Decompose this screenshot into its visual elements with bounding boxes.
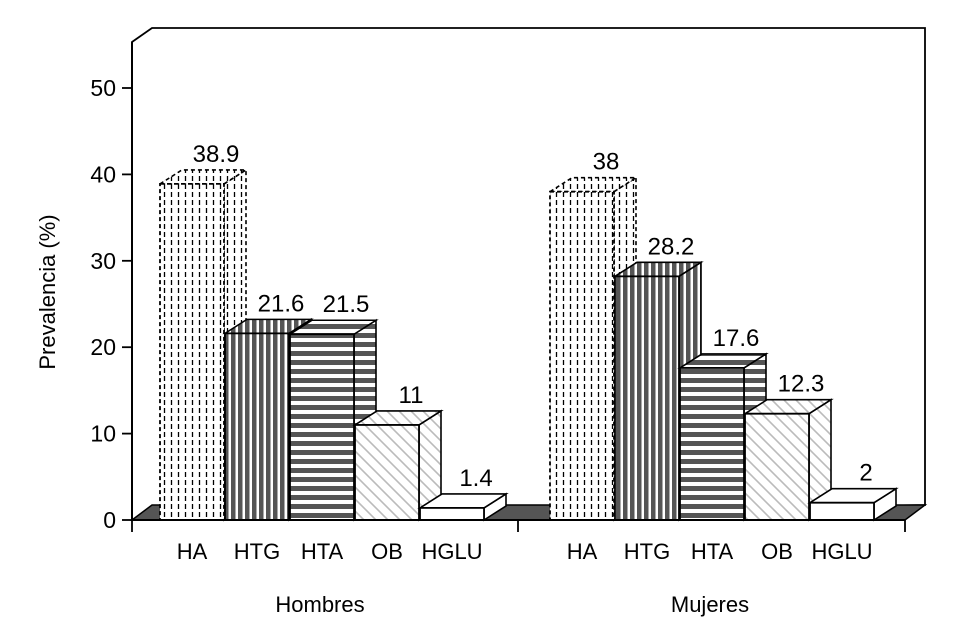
bar-front-face <box>744 412 810 521</box>
group-label: Hombres <box>275 592 364 617</box>
x-axis: HA HTG HTA OB HGLU Hombres HA HTG HTA OB HGLU Mujer… <box>131 519 906 617</box>
bar-front-face <box>159 183 225 521</box>
bar-top-face <box>157 169 249 185</box>
data-label: 38 <box>593 149 620 176</box>
x-tick-label: HGLU <box>421 539 482 564</box>
data-label: 12.3 <box>778 371 825 398</box>
data-label: 21.5 <box>323 291 370 318</box>
data-label: 2 <box>859 460 872 487</box>
data-labels: 38.9 21.6 21.5 11 1.4 38 28.2 17.6 12.3 2 <box>193 141 873 492</box>
bar-front-face <box>419 507 485 521</box>
bar-top-face <box>547 176 639 193</box>
bar-front-face <box>354 424 420 521</box>
y-tick-label: 20 <box>90 334 116 360</box>
bar-mujeres-hglu <box>807 487 899 522</box>
group-label: Mujeres <box>671 592 749 617</box>
x-tick-label: OB <box>371 539 403 564</box>
x-tick-label: HTG <box>624 539 670 564</box>
x-tick-label: HA <box>177 539 208 564</box>
data-label: 28.2 <box>648 233 695 260</box>
bars <box>157 168 899 522</box>
x-tick-label: OB <box>761 539 793 564</box>
y-tick-label: 40 <box>90 161 116 187</box>
y-tick-label: 0 <box>103 507 116 533</box>
x-tick-label: HTA <box>691 539 734 564</box>
bar-hombres-hglu <box>417 492 509 522</box>
x-tick-label: HTG <box>234 539 280 564</box>
y-axis: 0 10 20 30 40 50 <box>90 42 133 533</box>
bar-front-face <box>549 190 615 521</box>
bar-hombres-ob <box>352 409 444 522</box>
y-tick-label: 10 <box>90 421 116 447</box>
bar-front-face <box>679 367 745 521</box>
bar-front-face <box>809 501 875 521</box>
y-tick-label: 30 <box>90 248 116 274</box>
y-tick-label: 50 <box>90 75 116 101</box>
x-tick-label: HGLU <box>811 539 872 564</box>
bar-front-face <box>224 332 290 521</box>
x-tick-label: HA <box>567 539 598 564</box>
bar-front-face <box>614 275 680 521</box>
x-tick-label: HTA <box>301 539 344 564</box>
data-label: 11 <box>399 382 424 409</box>
y-axis-label: Prevalencia (%) <box>35 214 60 369</box>
data-label: 38.9 <box>193 141 240 168</box>
data-label: 1.4 <box>459 465 492 492</box>
data-label: 17.6 <box>713 325 760 352</box>
data-label: 21.6 <box>258 290 305 317</box>
bar-mujeres-ob <box>742 398 834 522</box>
bar-front-face <box>289 333 355 521</box>
